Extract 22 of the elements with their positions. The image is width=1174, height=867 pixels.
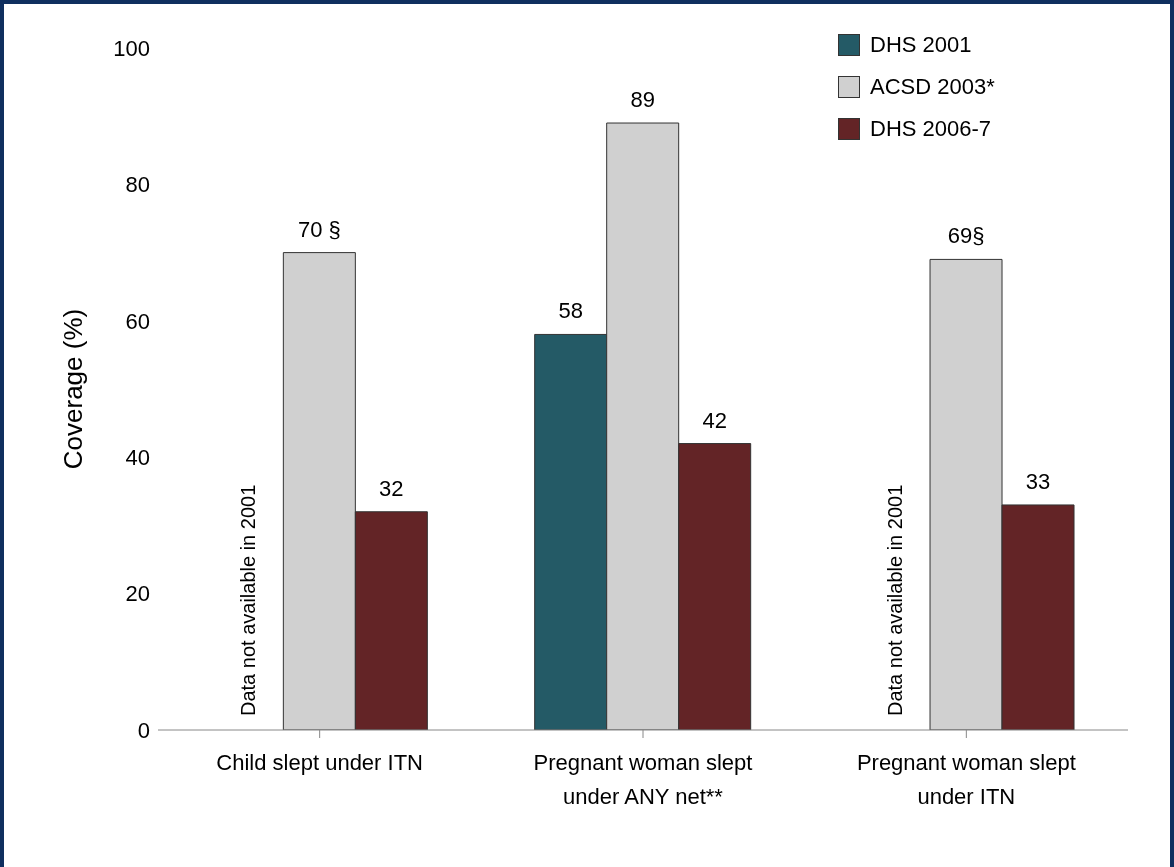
annotation: Data not available in 2001 <box>884 484 907 716</box>
y-tick-label: 0 <box>137 717 150 743</box>
legend-label: DHS 2006-7 <box>870 115 992 143</box>
x-tick-label: Pregnant woman slept under ITN <box>856 750 1076 809</box>
x-tick-label: Child slept under ITN <box>216 750 423 775</box>
y-tick-label: 100 <box>113 35 150 61</box>
data-label: 69§ <box>947 223 985 249</box>
legend-label: DHS 2001 <box>870 31 972 59</box>
data-label: 70 § <box>297 216 341 242</box>
data-label: 32 <box>379 475 404 501</box>
data-label: 42 <box>702 407 727 433</box>
legend-label: ACSD 2003* <box>870 73 995 101</box>
y-tick-label: 60 <box>125 308 150 334</box>
data-label: 33 <box>1025 468 1051 494</box>
y-tick-label: 40 <box>125 445 150 471</box>
annotation: Data not available in 2001 <box>237 484 260 716</box>
data-label: 89 <box>630 87 655 113</box>
x-tick-label: Pregnant woman slept under ANY net** <box>533 750 753 809</box>
data-label: 58 <box>558 298 583 324</box>
y-tick-label: 20 <box>125 581 150 607</box>
y-tick-label: 80 <box>125 172 150 198</box>
y-axis-title: Coverage (%) <box>58 308 89 470</box>
